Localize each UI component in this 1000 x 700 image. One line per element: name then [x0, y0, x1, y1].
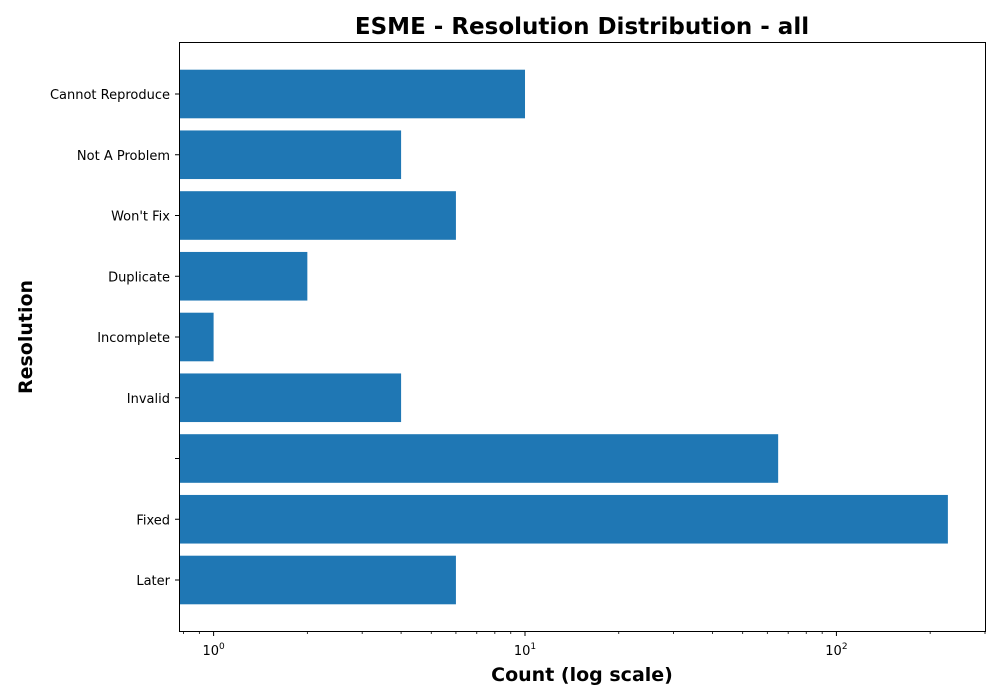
x-tick-label: 101 — [514, 642, 536, 659]
chart-title: ESME - Resolution Distribution - all — [355, 14, 809, 40]
y-axis-ticks: Cannot Reproduce Not A Problem Won't Fix Du… — [50, 88, 180, 589]
y-tick-label: Incomplete — [97, 331, 170, 346]
y-tick-label: Not A Problem — [77, 149, 170, 164]
bar — [180, 130, 402, 180]
bar — [180, 312, 214, 362]
y-tick-label: Fixed — [136, 513, 170, 528]
bar — [180, 555, 456, 605]
y-tick-label: Invalid — [127, 392, 170, 407]
y-tick-label: Later — [136, 574, 170, 589]
y-axis-label: Resolution — [15, 280, 37, 394]
x-axis-label: Count (log scale) — [491, 664, 673, 686]
bars-group — [180, 69, 948, 605]
bar — [180, 191, 456, 240]
x-tick-label: 100 — [202, 642, 225, 659]
bar — [180, 434, 779, 483]
x-axis-ticks: 100 101 102 — [183, 631, 986, 659]
bar — [180, 69, 526, 119]
y-tick-label: Won't Fix — [111, 210, 170, 225]
bar — [180, 373, 402, 423]
bar — [180, 494, 948, 544]
bar — [180, 251, 308, 301]
plot-frame — [179, 42, 986, 632]
y-tick-label: Cannot Reproduce — [50, 88, 170, 103]
x-tick-label: 102 — [825, 642, 847, 659]
y-tick-label: Duplicate — [108, 270, 170, 285]
